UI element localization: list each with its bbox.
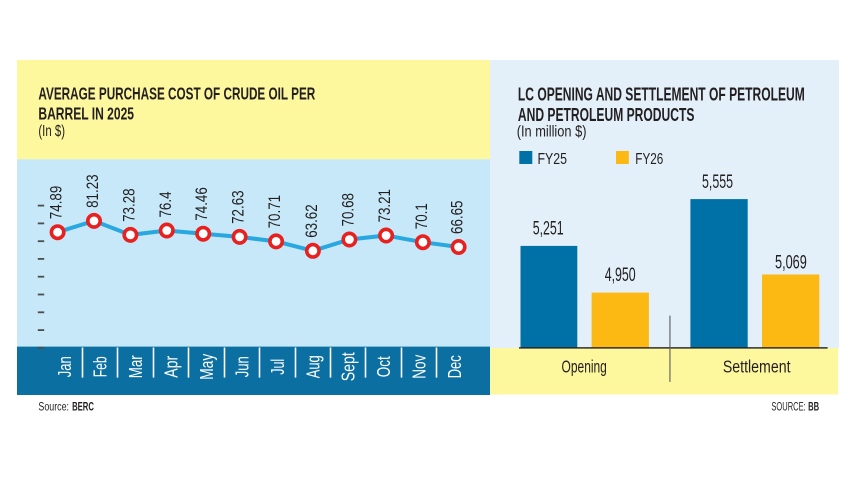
svg-text:Nov: Nov <box>409 354 430 379</box>
svg-text:Jun: Jun <box>231 356 252 377</box>
svg-text:LC OPENING AND SETTLEMENT OF P: LC OPENING AND SETTLEMENT OF PETROLEUM <box>518 85 805 105</box>
svg-text:BERC: BERC <box>72 400 94 414</box>
svg-text:70.1: 70.1 <box>412 203 431 229</box>
svg-text:Oct: Oct <box>373 356 394 377</box>
svg-text:Mar: Mar <box>125 355 146 378</box>
svg-text:FY26: FY26 <box>635 151 663 168</box>
svg-text:AND PETROLEUM PRODUCTS: AND PETROLEUM PRODUCTS <box>518 105 695 125</box>
svg-text:73.21: 73.21 <box>375 189 394 223</box>
svg-text:AVERAGE PURCHASE COST OF CRUDE: AVERAGE PURCHASE COST OF CRUDE OIL PER <box>38 83 315 103</box>
svg-text:Dec: Dec <box>444 355 465 378</box>
svg-text:Jul: Jul <box>267 359 288 375</box>
svg-text:Feb: Feb <box>90 356 111 377</box>
svg-text:(In million $): (In million $) <box>517 123 587 140</box>
svg-text:74.46: 74.46 <box>192 187 211 221</box>
svg-text:5,069: 5,069 <box>775 252 807 273</box>
svg-text:81.23: 81.23 <box>83 174 102 208</box>
svg-text:Sept: Sept <box>338 352 359 381</box>
svg-text:5,251: 5,251 <box>533 218 564 239</box>
svg-text:Settlement: Settlement <box>723 356 791 376</box>
svg-text:May: May <box>196 353 217 380</box>
svg-text:BARREL IN 2025: BARREL IN 2025 <box>38 104 134 124</box>
svg-text:FY25: FY25 <box>538 151 568 168</box>
svg-text:4,950: 4,950 <box>605 265 636 286</box>
svg-text:Source:: Source: <box>38 402 69 414</box>
svg-text:74.89: 74.89 <box>47 186 66 220</box>
svg-text:Aug: Aug <box>302 355 323 378</box>
svg-text:72.63: 72.63 <box>229 190 248 224</box>
svg-text:SOURCE:: SOURCE: <box>771 402 805 414</box>
svg-text:Opening: Opening <box>562 356 607 376</box>
svg-text:Jan: Jan <box>54 356 75 377</box>
svg-text:66.65: 66.65 <box>448 201 467 235</box>
svg-text:(In $): (In $) <box>38 123 65 140</box>
svg-text:63.62: 63.62 <box>302 204 321 238</box>
svg-text:73.28: 73.28 <box>119 188 138 222</box>
svg-text:76.4: 76.4 <box>156 192 175 218</box>
svg-text:5,555: 5,555 <box>702 172 733 193</box>
svg-text:BB: BB <box>808 400 819 414</box>
svg-text:70.68: 70.68 <box>338 193 357 227</box>
svg-text:70.71: 70.71 <box>265 195 284 229</box>
svg-text:Apr: Apr <box>161 356 182 378</box>
